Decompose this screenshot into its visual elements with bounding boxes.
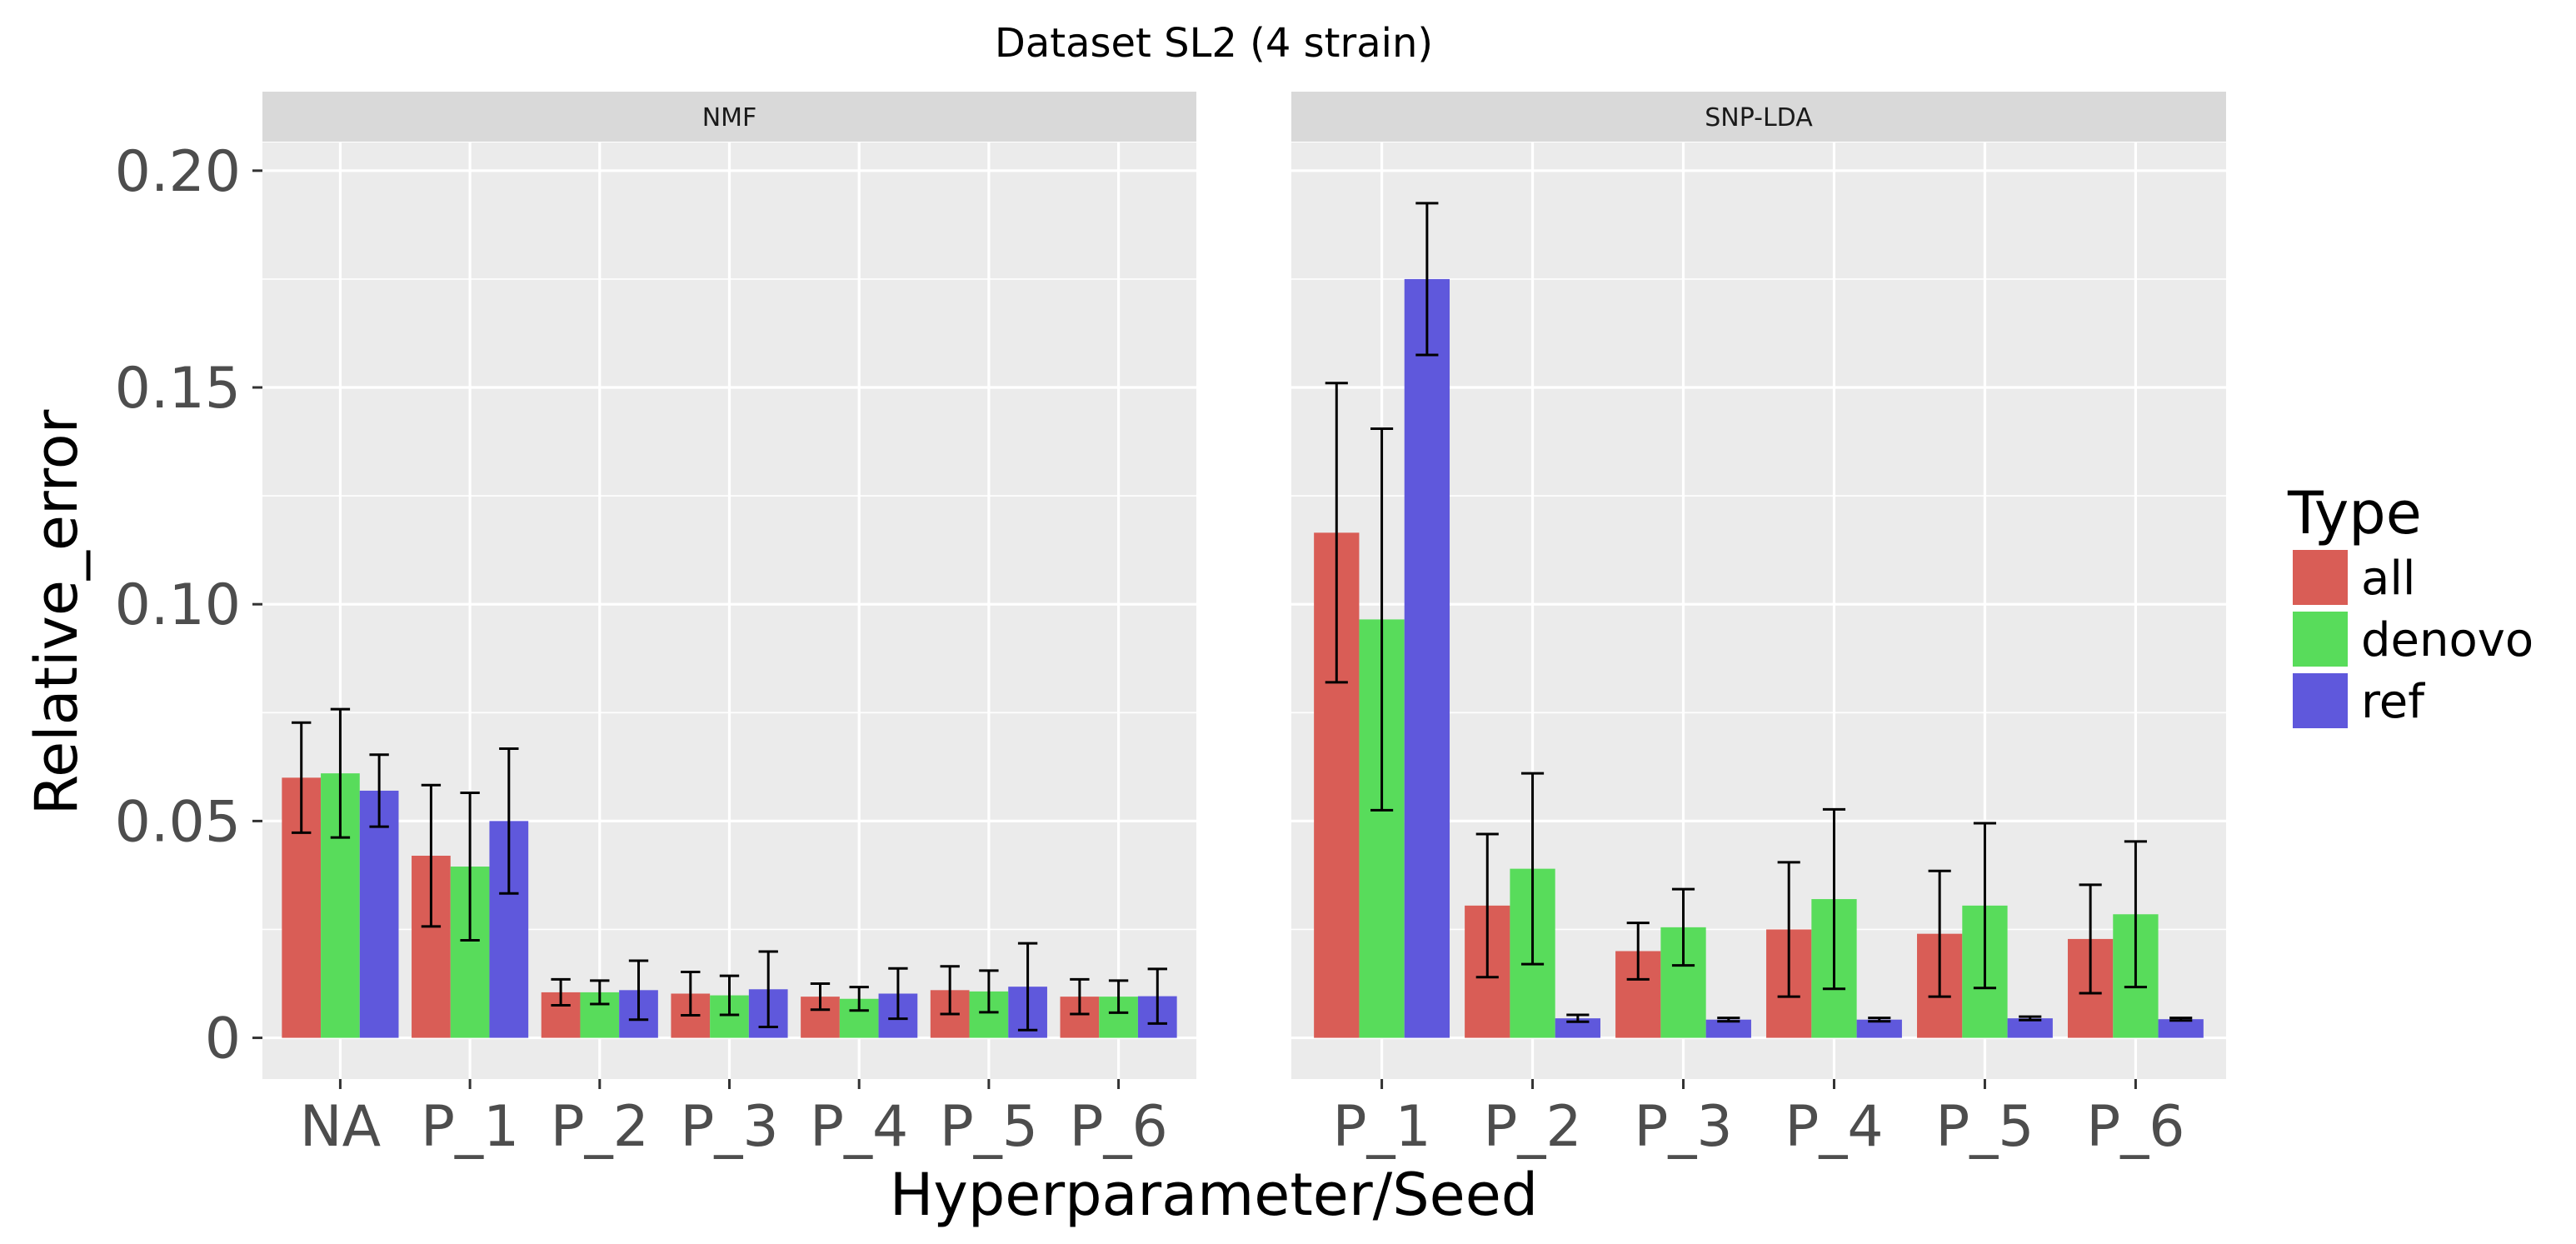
error-bar-denovo-p_2 bbox=[590, 979, 610, 1006]
y-axis: 0 0.05 0.10 0.15 0.20 bbox=[115, 139, 262, 1072]
error-bar-denovo-p_5 bbox=[979, 969, 999, 1014]
y-axis-title: Relative_error bbox=[22, 409, 91, 815]
x-tick-label: P_1 bbox=[421, 1094, 519, 1160]
y-tick-label: 0.20 bbox=[115, 139, 241, 205]
error-bar-denovo-p_3 bbox=[1671, 887, 1695, 967]
x-axis-title: Hyperparameter/Seed bbox=[890, 1161, 1538, 1229]
error-bar-all-p_4 bbox=[810, 982, 831, 1012]
bar-ref-p_3 bbox=[1705, 1019, 1751, 1038]
legend-item-all: all bbox=[2293, 550, 2415, 606]
legend-label: ref bbox=[2361, 675, 2425, 729]
facet-panel-nmf: NMF NA P_1 P_2 P_3 P_4 P_5 P_6 bbox=[262, 92, 1196, 1160]
legend-label: denovo bbox=[2361, 613, 2534, 667]
legend: Type all denovo ref bbox=[2287, 479, 2534, 729]
error-bar-ref-p_5 bbox=[2019, 1015, 2042, 1022]
x-tick-label: P_6 bbox=[2086, 1094, 2184, 1160]
error-bar-denovo-p_1 bbox=[1370, 427, 1394, 812]
bar-ref-p_5 bbox=[2007, 1018, 2053, 1038]
error-bar-denovo-p_3 bbox=[719, 974, 740, 1017]
error-bar-all-p_6 bbox=[1070, 977, 1090, 1016]
legend-item-denovo: denovo bbox=[2293, 612, 2534, 667]
error-bar-denovo-p_6 bbox=[1108, 979, 1129, 1014]
facet-strip bbox=[1291, 92, 2226, 142]
error-bar-all-na bbox=[292, 721, 312, 834]
error-bar-denovo-na bbox=[330, 707, 351, 839]
error-bar-ref-p_3 bbox=[1717, 1017, 1740, 1023]
y-tick-label: 0 bbox=[205, 1007, 241, 1072]
legend-key bbox=[2293, 612, 2348, 667]
y-tick-label: 0.15 bbox=[115, 356, 241, 422]
error-bar-all-p_5 bbox=[940, 965, 960, 1016]
error-bar-denovo-p_6 bbox=[2124, 840, 2147, 989]
error-bar-all-p_3 bbox=[1626, 922, 1650, 981]
error-bar-ref-p_2 bbox=[1566, 1013, 1590, 1023]
x-tick-label: P_5 bbox=[1935, 1094, 2034, 1160]
error-bar-ref-p_6 bbox=[1147, 967, 1167, 1025]
error-bar-all-p_3 bbox=[681, 970, 701, 1017]
legend-title: Type bbox=[2287, 479, 2422, 547]
error-bar-all-p_2 bbox=[1475, 832, 1499, 979]
error-bar-ref-p_6 bbox=[2169, 1017, 2193, 1022]
x-tick-label: NA bbox=[300, 1094, 381, 1160]
bar-ref-p_6 bbox=[2158, 1019, 2204, 1038]
error-bar-ref-p_3 bbox=[758, 950, 778, 1029]
x-tick-label: P_3 bbox=[680, 1094, 778, 1160]
chart-title: Dataset SL2 (4 strain) bbox=[995, 20, 1433, 67]
y-tick-label: 0.10 bbox=[115, 572, 241, 638]
error-bar-ref-p_4 bbox=[1868, 1017, 1891, 1023]
x-tick-label: P_2 bbox=[1483, 1094, 1581, 1160]
facet-panels: NMF NA P_1 P_2 P_3 P_4 P_5 P_6 SNP-LDA P_1 P_2 P_3 P… bbox=[262, 92, 2226, 1160]
error-bar-denovo-p_4 bbox=[1822, 807, 1846, 991]
error-bar-all-p_6 bbox=[2079, 883, 2102, 995]
x-tick-label: P_4 bbox=[1785, 1094, 1883, 1160]
legend-key bbox=[2293, 673, 2348, 728]
x-tick-label: P_1 bbox=[1332, 1094, 1430, 1160]
error-bar-ref-p_2 bbox=[628, 959, 649, 1022]
legend-key bbox=[2293, 550, 2348, 605]
error-bar-ref-p_5 bbox=[1017, 942, 1038, 1032]
bar-ref-p_4 bbox=[1856, 1019, 1902, 1038]
x-tick-label: P_2 bbox=[551, 1094, 649, 1160]
y-tick-label: 0.05 bbox=[115, 789, 241, 855]
bar-ref-na bbox=[359, 790, 399, 1038]
legend-label: all bbox=[2361, 552, 2415, 606]
bar-ref-p_2 bbox=[1555, 1018, 1600, 1038]
error-bar-denovo-p_1 bbox=[460, 792, 480, 942]
error-bar-ref-na bbox=[369, 753, 389, 828]
x-tick-label: P_4 bbox=[810, 1094, 908, 1160]
error-bar-ref-p_1 bbox=[1415, 202, 1439, 357]
legend-item-ref: ref bbox=[2293, 673, 2425, 729]
error-bar-all-p_1 bbox=[1325, 382, 1348, 684]
error-bar-denovo-p_5 bbox=[1973, 822, 1997, 990]
error-bar-all-p_5 bbox=[1928, 869, 1951, 998]
facet-strip-label: SNP-LDA bbox=[1705, 103, 1813, 132]
error-bar-all-p_4 bbox=[1777, 861, 1800, 998]
error-bar-ref-p_1 bbox=[499, 747, 519, 895]
facet-panel-snp-lda: SNP-LDA P_1 P_2 P_3 P_4 P_5 P_6 bbox=[1291, 92, 2226, 1160]
x-tick-label: P_6 bbox=[1069, 1094, 1167, 1160]
error-bar-denovo-p_2 bbox=[1520, 772, 1545, 966]
error-bar-denovo-p_4 bbox=[849, 986, 869, 1012]
error-bar-all-p_2 bbox=[551, 977, 571, 1007]
bar-ref-p_1 bbox=[1404, 278, 1450, 1038]
x-tick-label: P_3 bbox=[1634, 1094, 1732, 1160]
facet-strip bbox=[262, 92, 1196, 142]
facet-strip-label: NMF bbox=[702, 103, 757, 132]
error-bar-all-p_1 bbox=[421, 783, 442, 928]
x-tick-label: P_5 bbox=[940, 1094, 1038, 1160]
error-bar-ref-p_4 bbox=[888, 967, 908, 1021]
